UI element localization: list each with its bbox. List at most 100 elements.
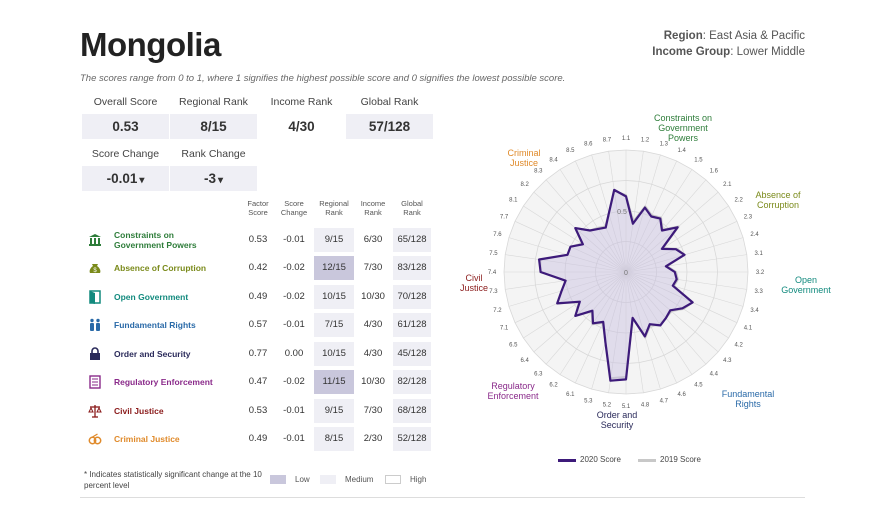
radar-spoke-label: 6.4 bbox=[521, 358, 530, 364]
radar-spoke-label: 4.8 bbox=[641, 403, 650, 409]
radar-spoke-label: 8.3 bbox=[534, 169, 543, 175]
radar-spoke bbox=[625, 179, 707, 273]
factor-row: Fundamental Rights 0.57 -0.01 7/15 4/30 61/12… bbox=[82, 313, 432, 337]
radar-label-line: Justice bbox=[509, 158, 538, 168]
header-factor-score-line2: Score bbox=[248, 208, 268, 217]
score-change-cell: Score Change -0.01 ▾ bbox=[82, 146, 169, 191]
radar-spoke bbox=[625, 254, 747, 273]
radar-spoke bbox=[625, 237, 744, 273]
radar-spoke-label: 2.4 bbox=[750, 232, 759, 238]
factor-score-change: -0.02 bbox=[278, 256, 310, 280]
radar-label-line: Government bbox=[781, 285, 831, 295]
factor-name-line: Constraints on bbox=[114, 230, 174, 240]
money-bag-icon: $ bbox=[82, 261, 108, 275]
factor-name: Fundamental Rights bbox=[108, 320, 242, 330]
radar-spoke-label: 7.6 bbox=[493, 232, 502, 238]
radar-spoke bbox=[625, 191, 719, 273]
radar-spoke bbox=[545, 271, 627, 365]
radar-spoke-label: 8.7 bbox=[603, 137, 612, 143]
factor-income-rank: 7/30 bbox=[355, 256, 391, 280]
radar-label-line: Civil bbox=[465, 273, 483, 283]
header-factor-score-line1: Factor bbox=[247, 199, 269, 208]
radar-spoke bbox=[625, 271, 729, 339]
header-income-rank-line1: Income bbox=[360, 199, 386, 208]
radar-center-label: 0 bbox=[624, 270, 628, 277]
factor-name-line: Open Government bbox=[114, 292, 189, 302]
radar-spoke-label: 7.1 bbox=[500, 326, 509, 332]
factor-income-rank: 6/30 bbox=[355, 228, 391, 252]
header-score-change: Score Change bbox=[278, 199, 310, 217]
factor-regional-rank: 9/15 bbox=[314, 228, 354, 252]
factor-global-rank: 68/128 bbox=[393, 399, 431, 423]
radar-spoke-label: 1.6 bbox=[710, 169, 719, 175]
radar-spoke-label: 8.1 bbox=[509, 198, 518, 204]
down-arrow-icon: ▾ bbox=[139, 175, 145, 186]
factor-regional-rank: 12/15 bbox=[314, 256, 354, 280]
score-change-number: -0.01 bbox=[106, 171, 138, 186]
radar-ring-label: 0.5 bbox=[617, 209, 627, 216]
radar-spoke bbox=[505, 254, 627, 273]
radar-label-constraints: Constraints on Government Powers bbox=[648, 113, 718, 143]
global-rank-value: 57/128 bbox=[346, 114, 433, 139]
radar-spoke bbox=[514, 221, 627, 273]
factor-score-change: -0.01 bbox=[278, 427, 310, 451]
legend-2020-swatch bbox=[558, 459, 576, 462]
radar-spoke-label: 3.2 bbox=[756, 270, 765, 276]
summary-row-changes: Score Change -0.01 ▾ Rank Change -3 ▾ bbox=[82, 146, 258, 191]
factor-name: Regulatory Enforcement bbox=[108, 377, 242, 387]
door-icon bbox=[82, 290, 108, 304]
radar-spoke bbox=[575, 271, 627, 384]
factor-name-line: Government Powers bbox=[114, 240, 197, 250]
factor-global-rank: 83/128 bbox=[393, 256, 431, 280]
factor-name-line: Fundamental Rights bbox=[114, 320, 196, 330]
summary-row-ranks: Overall Score 0.53 Regional Rank 8/15 In… bbox=[82, 94, 434, 139]
income-line: Income Group: Lower Middle bbox=[652, 46, 805, 58]
rank-change-label: Rank Change bbox=[181, 148, 246, 160]
radar-spoke-label: 8.6 bbox=[584, 141, 593, 147]
page-title: Mongolia bbox=[80, 26, 221, 63]
significance-footnote: * Indicates statistically significant ch… bbox=[84, 470, 262, 490]
header-income-rank: Income Rank bbox=[355, 199, 391, 217]
radar-spoke bbox=[625, 271, 707, 365]
radar-label-line: Criminal bbox=[507, 148, 541, 158]
radar-spoke-label: 3.4 bbox=[750, 308, 759, 314]
factor-regional-rank: 10/15 bbox=[314, 285, 354, 309]
radar-spoke bbox=[575, 160, 627, 273]
legend-medium-swatch bbox=[320, 475, 336, 484]
factor-score: 0.57 bbox=[242, 313, 274, 337]
header-score-change-line1: Score bbox=[284, 199, 304, 208]
radar-spoke bbox=[505, 271, 627, 290]
clipboard-icon bbox=[82, 375, 108, 389]
radar-label-line: Corruption bbox=[756, 200, 800, 210]
radar-spoke bbox=[625, 160, 677, 273]
radar-spoke bbox=[625, 271, 719, 353]
region-value: East Asia & Pacific bbox=[709, 30, 805, 42]
down-arrow-icon: ▾ bbox=[217, 175, 224, 186]
factor-regional-rank: 10/15 bbox=[314, 342, 354, 366]
factor-income-rank: 10/30 bbox=[355, 285, 391, 309]
income-group-label: Income Group bbox=[652, 46, 731, 58]
header-global-rank: Global Rank bbox=[393, 199, 431, 217]
rank-change-number: -3 bbox=[203, 171, 216, 186]
radar-ring bbox=[595, 241, 657, 303]
radar-spoke bbox=[514, 271, 627, 323]
factor-score: 0.49 bbox=[242, 285, 274, 309]
radar-spoke-label: 8.5 bbox=[566, 148, 575, 154]
factor-name: Absence of Corruption bbox=[108, 263, 242, 273]
header-global-rank-line1: Global bbox=[401, 199, 423, 208]
factor-income-rank: 2/30 bbox=[355, 427, 391, 451]
country-meta: Region: East Asia & Pacific Income Group… bbox=[652, 28, 805, 60]
radar-spoke bbox=[625, 221, 738, 273]
radar-series-2020 bbox=[537, 188, 694, 382]
header-regional-rank-line2: Rank bbox=[325, 208, 343, 217]
factor-regional-rank: 8/15 bbox=[314, 427, 354, 451]
factor-score-change: -0.01 bbox=[278, 313, 310, 337]
radar-label-open-government: Open Government bbox=[776, 275, 836, 295]
factor-global-rank: 65/128 bbox=[393, 228, 431, 252]
factor-score: 0.53 bbox=[242, 228, 274, 252]
legend-high-swatch bbox=[385, 475, 401, 484]
radar-spoke-label: 7.7 bbox=[500, 214, 509, 220]
region-label: Region bbox=[663, 30, 703, 42]
legend-low-swatch bbox=[270, 475, 286, 484]
rank-change-cell: Rank Change -3 ▾ bbox=[170, 146, 257, 191]
